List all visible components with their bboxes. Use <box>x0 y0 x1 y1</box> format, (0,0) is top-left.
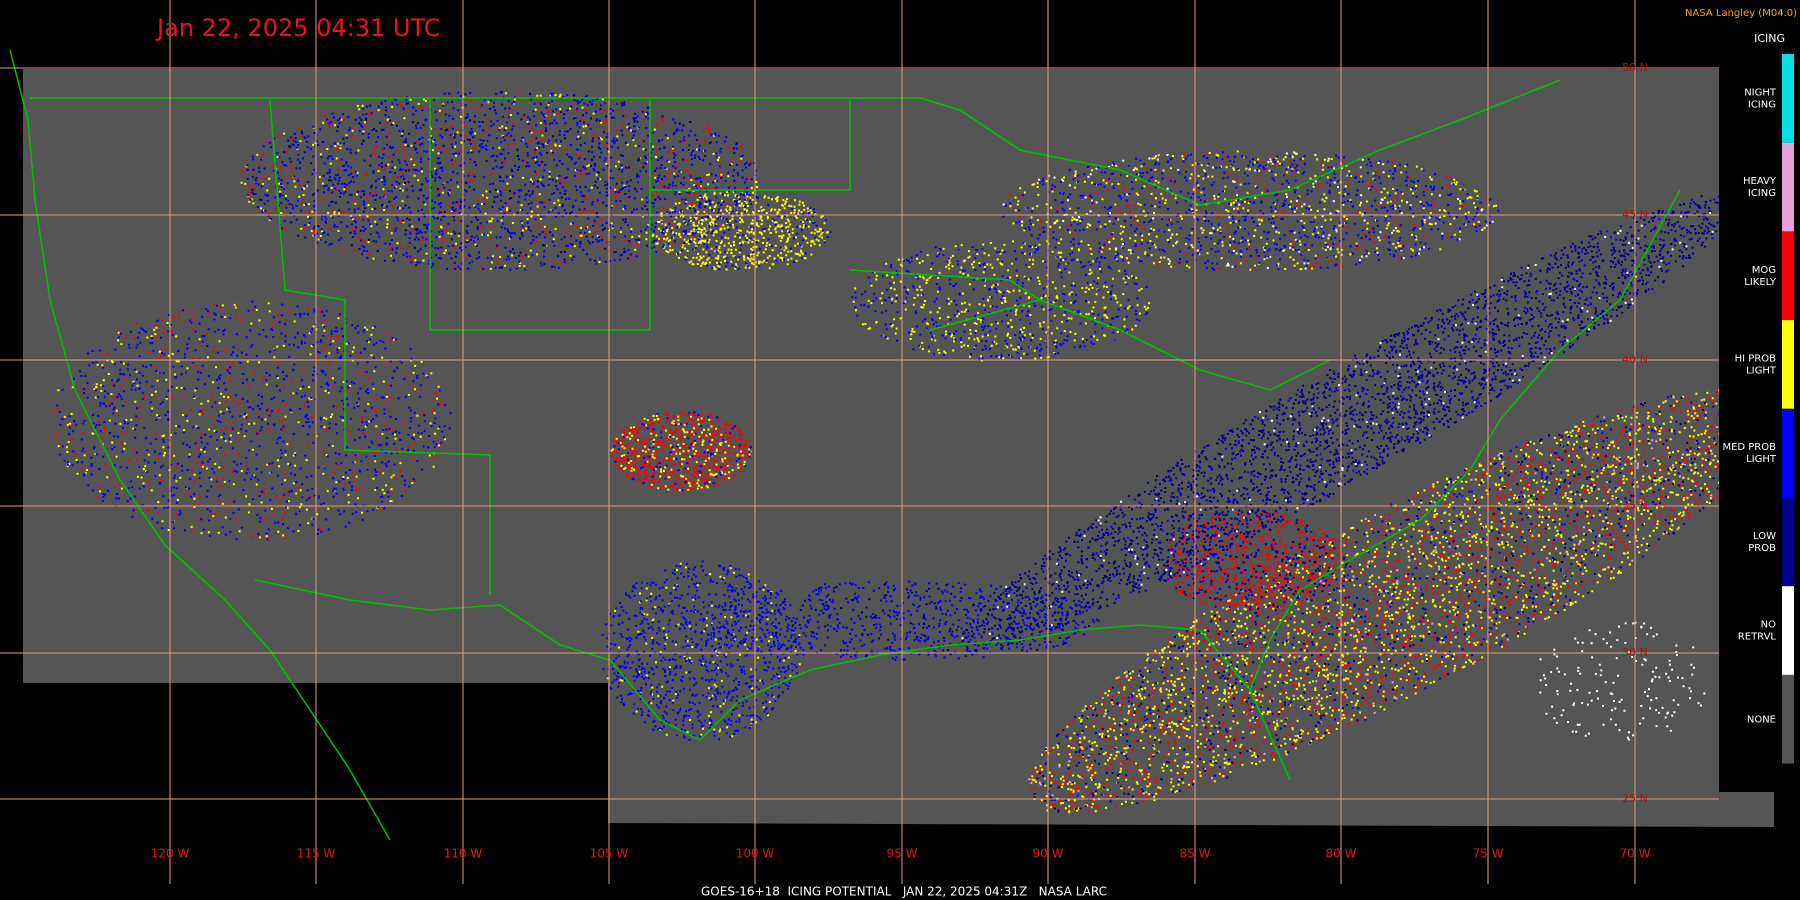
state-line <box>929 299 1331 391</box>
graticule <box>0 0 1719 884</box>
longitude-label: 95 W <box>887 847 918 861</box>
legend-swatch <box>1782 674 1794 764</box>
latitude-label: 30 N <box>1622 646 1648 659</box>
footer: GOES-16+18 ICING POTENTIAL JAN 22, 2025 … <box>701 885 1107 899</box>
north-border <box>30 79 1561 206</box>
latitude-label: 40 N <box>1622 353 1648 366</box>
data-area <box>23 69 1774 827</box>
state-line <box>429 100 651 331</box>
legend-label: LIKELY <box>1744 277 1777 288</box>
legend-label: HI PROB <box>1735 353 1776 364</box>
longitude-label: 75 W <box>1473 847 1504 861</box>
legend-swatch <box>1782 497 1794 587</box>
legend-title: ICING <box>1754 32 1785 45</box>
latitude-label: 50 N <box>1622 61 1648 74</box>
legend-label: LIGHT <box>1746 454 1777 465</box>
latitude-label: 25 N <box>1622 792 1648 805</box>
legend-label: HEAVY <box>1743 176 1777 187</box>
legend-label: NIGHT <box>1744 87 1777 98</box>
legend-swatch <box>1782 408 1794 498</box>
latitude-label: 45 N <box>1622 208 1648 221</box>
state-line <box>650 100 851 191</box>
longitude-label: 105 W <box>590 847 629 861</box>
state-line <box>269 99 491 595</box>
longitude-label: 90 W <box>1033 847 1064 861</box>
legend-label: ICING <box>1748 99 1776 110</box>
legend-swatch <box>1782 231 1794 321</box>
south-border <box>254 579 1291 781</box>
legend-label: RETRVL <box>1738 632 1777 643</box>
legend-label: LIGHT <box>1746 365 1777 376</box>
longitude-label: 115 W <box>297 847 336 861</box>
longitude-label: 70 W <box>1620 847 1651 861</box>
legend-label: PROB <box>1748 543 1776 554</box>
legend-swatch <box>1782 54 1794 143</box>
legend-label: NO <box>1761 620 1776 631</box>
legend-swatch <box>1782 320 1794 409</box>
state-line <box>849 269 1041 301</box>
legend-label: MOG <box>1752 265 1776 276</box>
east-coast <box>1249 189 1681 691</box>
legend-label: NONE <box>1747 714 1776 725</box>
longitude-label: 85 W <box>1180 847 1211 861</box>
latitude-label: 35 N <box>1622 499 1648 512</box>
longitude-label: 110 W <box>444 847 483 861</box>
longitude-label: 100 W <box>736 847 775 861</box>
legend-label: LOW <box>1753 531 1776 542</box>
longitude-label: 80 W <box>1326 847 1357 861</box>
credit: NASA Langley (M04.0) <box>1685 8 1797 19</box>
map-title: Jan 22, 2025 04:31 UTC <box>155 14 441 42</box>
legend-swatch <box>1782 142 1794 232</box>
borders <box>9 49 1681 841</box>
longitude-label: 120 W <box>151 847 190 861</box>
legend-label: MED PROB <box>1722 442 1776 453</box>
legend-label: ICING <box>1748 188 1776 199</box>
legend-swatch <box>1782 586 1794 675</box>
west-coast <box>9 49 391 841</box>
